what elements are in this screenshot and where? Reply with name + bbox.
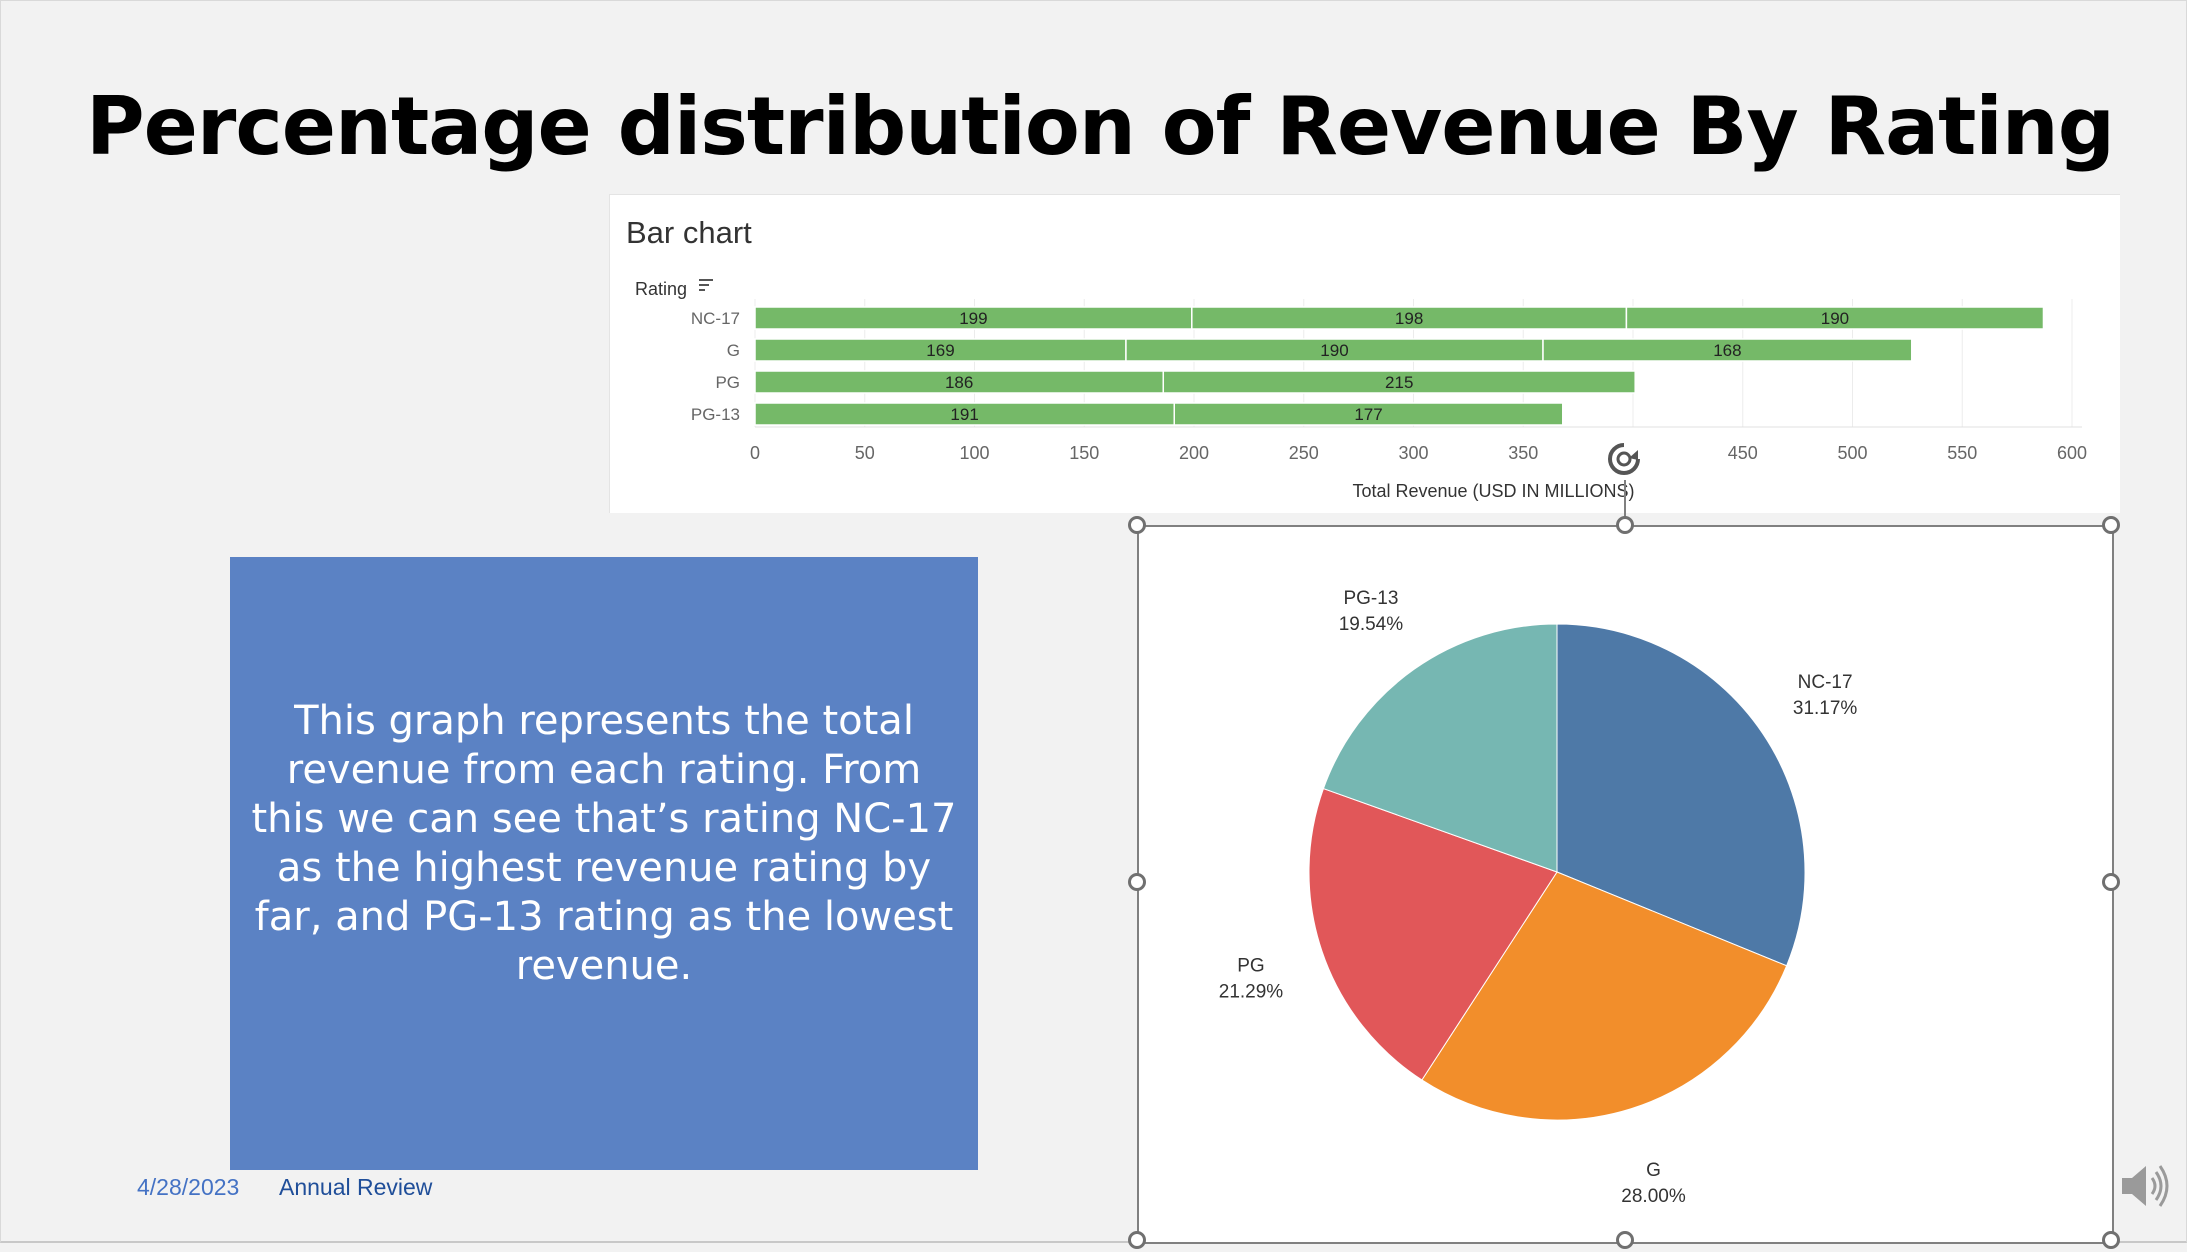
x-tick-label: 200 (1179, 443, 1209, 463)
x-tick-label: 150 (1069, 443, 1099, 463)
resize-handle-top-left[interactable] (1128, 516, 1146, 534)
rotate-icon[interactable] (1605, 440, 1643, 478)
resize-handle-bottom-left[interactable] (1128, 1231, 1146, 1249)
pie-slice-percent: 19.54% (1339, 614, 1404, 635)
x-tick-label: 500 (1837, 443, 1867, 463)
pie-chart-frame[interactable]: NC-17 31.17% G 28.00% PG 21.29% PG-13 19.54% (1137, 525, 2114, 1244)
bar-value-label: 198 (1395, 309, 1423, 328)
row-header: Rating (635, 279, 687, 299)
x-tick-label: 0 (750, 443, 760, 463)
row-label: G (727, 341, 740, 360)
footer-label: Annual Review (279, 1174, 432, 1201)
sort-icon (699, 279, 713, 291)
resize-handle-bottom-right[interactable] (2102, 1231, 2120, 1249)
resize-handle-top-right[interactable] (2102, 516, 2120, 534)
bar-value-label: 177 (1354, 405, 1382, 424)
resize-handle-left[interactable] (1128, 873, 1146, 891)
pie-slice-percent: 21.29% (1219, 981, 1284, 1002)
slide-title: Percentage distribution of Revenue By Ra… (0, 80, 2187, 173)
row-label: PG (715, 373, 740, 392)
pie-slice-label: NC-17 (1798, 672, 1853, 693)
bar-value-label: 169 (926, 341, 954, 360)
x-tick-label: 550 (1947, 443, 1977, 463)
x-tick-label: 100 (959, 443, 989, 463)
bar-value-label: 190 (1320, 341, 1348, 360)
speaker-icon[interactable] (2118, 1158, 2174, 1214)
row-label: NC-17 (691, 309, 740, 328)
resize-handle-top[interactable] (1616, 516, 1634, 534)
resize-handle-bottom[interactable] (1616, 1231, 1634, 1249)
row-label: PG-13 (691, 405, 740, 424)
pie-slice-label: PG (1237, 955, 1264, 976)
bar-value-label: 186 (945, 373, 973, 392)
bar-value-label: 199 (959, 309, 987, 328)
pie-slice-percent: 28.00% (1621, 1186, 1686, 1207)
x-tick-label: 50 (855, 443, 875, 463)
resize-handle-right[interactable] (2102, 873, 2120, 891)
pie-slice-label: G (1646, 1160, 1661, 1181)
description-text: This graph represents the total revenue … (230, 697, 978, 1031)
x-axis-label: Total Revenue (USD IN MILLIONS) (1352, 481, 1634, 501)
pie-slice-label: PG-13 (1343, 588, 1398, 609)
sort-icon-line (699, 289, 705, 291)
x-tick-label: 300 (1398, 443, 1428, 463)
bar-value-label: 215 (1385, 373, 1413, 392)
bar-chart-panel[interactable]: Bar chart Rating NC-17 199 198 190 G 169 190 168… (609, 194, 2120, 513)
x-tick-label: 250 (1289, 443, 1319, 463)
bar-value-label: 168 (1713, 341, 1741, 360)
footer-date: 4/28/2023 (137, 1174, 239, 1201)
x-tick-label: 450 (1728, 443, 1758, 463)
sort-icon-line (699, 279, 713, 281)
pie-chart: NC-17 31.17% G 28.00% PG 21.29% PG-13 19.54% (1139, 527, 2112, 1242)
x-tick-label: 350 (1508, 443, 1538, 463)
pie-slice-percent: 31.17% (1793, 698, 1858, 719)
description-textbox[interactable]: This graph represents the total revenue … (230, 557, 978, 1170)
x-tick-label: 600 (2057, 443, 2087, 463)
sort-icon-line (699, 284, 709, 286)
bar-value-label: 191 (950, 405, 978, 424)
bar-value-label: 190 (1821, 309, 1849, 328)
